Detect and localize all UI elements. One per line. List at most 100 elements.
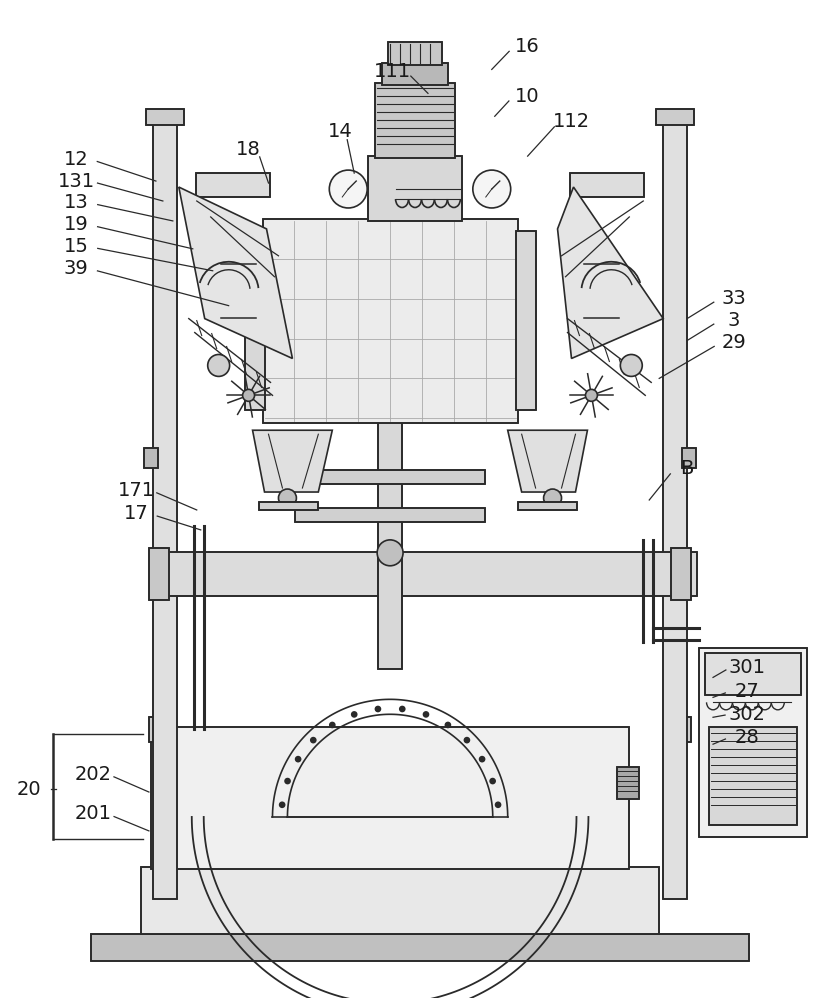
Bar [296, 508, 485, 522]
Circle shape [280, 802, 285, 807]
Bar [151, 727, 629, 869]
Bar [196, 173, 270, 197]
Bar [705, 653, 801, 695]
Bar [382, 63, 448, 85]
Circle shape [585, 389, 597, 401]
Bar [91, 934, 749, 961]
Bar [682, 448, 696, 468]
Polygon shape [558, 187, 664, 358]
Circle shape [377, 540, 403, 566]
Bar [146, 109, 184, 125]
Bar [375, 83, 455, 158]
Bar [375, 83, 455, 158]
Bar [671, 548, 691, 600]
Polygon shape [179, 187, 292, 358]
Circle shape [480, 757, 485, 762]
Circle shape [445, 722, 450, 727]
Bar [368, 156, 462, 221]
Bar [196, 173, 270, 197]
Text: 27: 27 [734, 682, 759, 701]
Text: 16: 16 [515, 37, 540, 56]
Bar [149, 548, 169, 600]
Circle shape [329, 170, 367, 208]
Text: B: B [680, 459, 694, 478]
Circle shape [243, 389, 255, 401]
Text: 202: 202 [75, 765, 112, 784]
Circle shape [330, 722, 335, 727]
Text: 39: 39 [64, 259, 88, 278]
Text: 131: 131 [58, 172, 95, 191]
Text: 15: 15 [64, 237, 88, 256]
Bar [153, 116, 176, 899]
Bar [517, 502, 577, 510]
Bar [705, 653, 801, 695]
Bar [664, 116, 687, 899]
Bar [656, 109, 694, 125]
Text: 12: 12 [64, 150, 88, 169]
Bar [517, 502, 577, 510]
Bar [141, 867, 659, 934]
Circle shape [207, 354, 229, 376]
Bar [144, 448, 158, 468]
Bar [570, 173, 644, 197]
Circle shape [279, 489, 297, 507]
Bar [382, 63, 448, 85]
Text: 28: 28 [734, 728, 759, 747]
Circle shape [423, 712, 428, 717]
Circle shape [496, 802, 501, 807]
Text: 10: 10 [515, 87, 540, 106]
Circle shape [375, 707, 381, 711]
Bar [709, 727, 797, 825]
Bar [149, 548, 169, 600]
Bar [656, 109, 694, 125]
Bar [263, 219, 517, 423]
Bar [296, 470, 485, 484]
Text: 111: 111 [374, 62, 411, 81]
Bar [699, 648, 806, 837]
Text: 201: 201 [75, 804, 112, 823]
Polygon shape [253, 430, 333, 492]
Circle shape [473, 170, 511, 208]
Bar [259, 502, 318, 510]
Bar [664, 116, 687, 899]
Bar [673, 717, 691, 742]
Bar [368, 156, 462, 221]
Bar [141, 867, 659, 934]
Bar [516, 231, 536, 410]
Bar [296, 508, 485, 522]
Circle shape [491, 779, 495, 784]
Bar [149, 717, 167, 742]
Text: 3: 3 [727, 311, 740, 330]
Bar [146, 109, 184, 125]
Bar [151, 727, 629, 869]
Bar [149, 717, 167, 742]
Circle shape [285, 779, 290, 784]
Bar [699, 648, 806, 837]
Bar [671, 548, 691, 600]
Bar [673, 717, 691, 742]
Text: 112: 112 [553, 112, 590, 131]
Text: 14: 14 [328, 122, 353, 141]
Circle shape [296, 757, 301, 762]
Bar [91, 934, 749, 961]
Bar [153, 116, 176, 899]
Circle shape [352, 712, 357, 717]
Bar [388, 42, 442, 65]
Bar [263, 219, 517, 423]
Bar [570, 173, 644, 197]
Text: 33: 33 [722, 289, 746, 308]
Bar [617, 767, 639, 799]
Text: 171: 171 [118, 481, 155, 500]
Bar [617, 767, 639, 799]
Bar [378, 385, 402, 669]
Text: 13: 13 [64, 193, 88, 212]
Bar [709, 727, 797, 825]
Text: 302: 302 [728, 705, 765, 724]
Text: 301: 301 [728, 658, 765, 677]
Bar [151, 552, 697, 596]
Circle shape [311, 738, 316, 743]
Bar [682, 448, 696, 468]
Text: 19: 19 [64, 215, 88, 234]
Circle shape [465, 738, 470, 743]
Bar [244, 231, 265, 410]
